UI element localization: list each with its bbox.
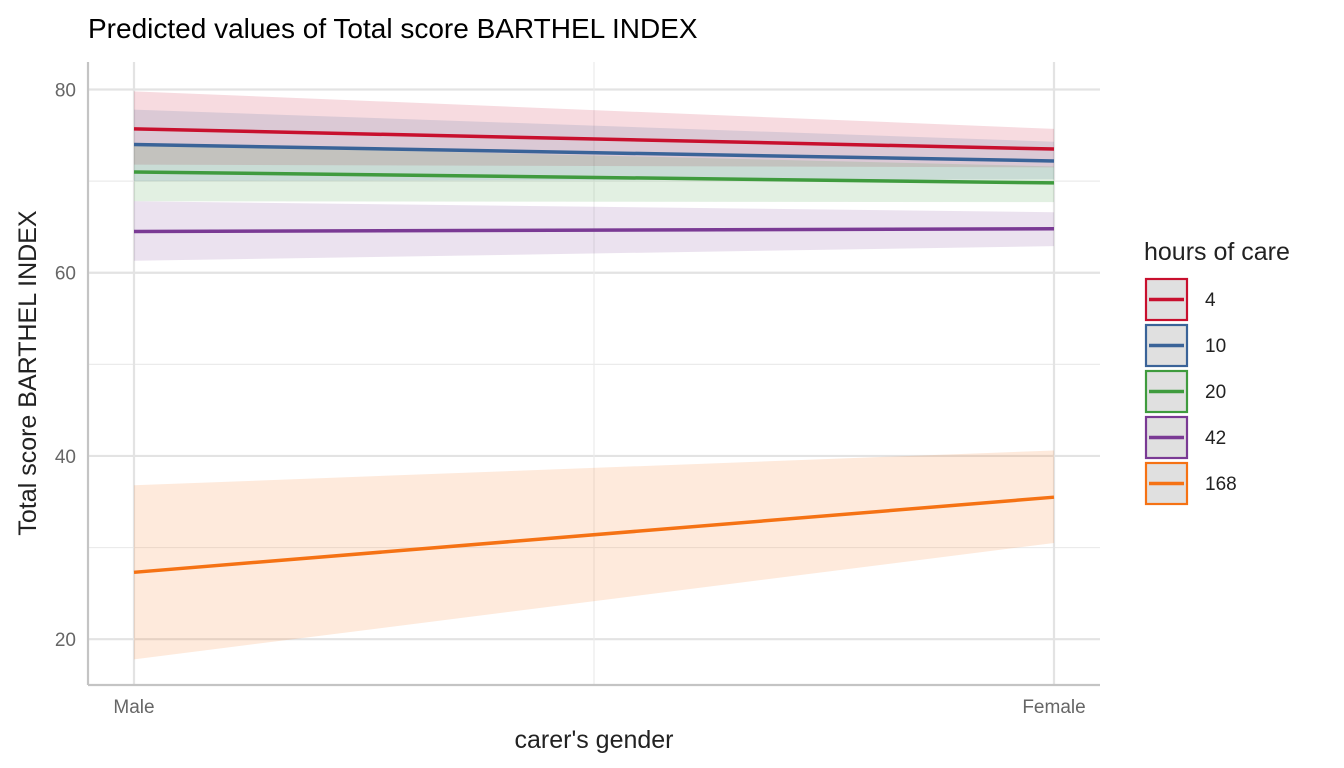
- series-line-20: [133, 170, 1055, 185]
- y-tick-label: 20: [55, 630, 76, 651]
- tick-labels: 20 40 60 80 Male Female: [55, 80, 1086, 718]
- legend: hours of care 4 10 20 42 168: [1144, 238, 1290, 506]
- x-tick-label: Male: [113, 697, 154, 718]
- series-line-168: [133, 495, 1055, 575]
- chart-title: Predicted values of Total score BARTHEL …: [88, 13, 698, 44]
- x-tick-label: Female: [1022, 697, 1085, 718]
- legend-label-4: 4: [1205, 290, 1216, 311]
- series-line-10: [133, 142, 1055, 163]
- series-line-42: [133, 226, 1055, 234]
- x-axis-title: carer's gender: [514, 726, 673, 754]
- legend-label-42: 42: [1205, 428, 1226, 449]
- series-lines: [133, 127, 1055, 575]
- ci-band-168: [134, 450, 1054, 660]
- grid: [88, 62, 1100, 685]
- legend-title: hours of care: [1144, 238, 1290, 266]
- legend-label-20: 20: [1205, 382, 1226, 403]
- y-tick-label: 60: [55, 264, 76, 285]
- axes: [86, 62, 1100, 687]
- y-axis-title: Total score BARTHEL INDEX: [14, 210, 42, 535]
- confidence-bands: [134, 91, 1054, 660]
- y-tick-label: 40: [55, 447, 76, 468]
- y-tick-label: 80: [55, 80, 76, 101]
- legend-label-168: 168: [1205, 474, 1237, 495]
- ci-band-10: [134, 109, 1054, 182]
- legend-label-10: 10: [1205, 336, 1226, 357]
- ci-band-20: [134, 144, 1054, 203]
- series-line-4: [133, 127, 1055, 151]
